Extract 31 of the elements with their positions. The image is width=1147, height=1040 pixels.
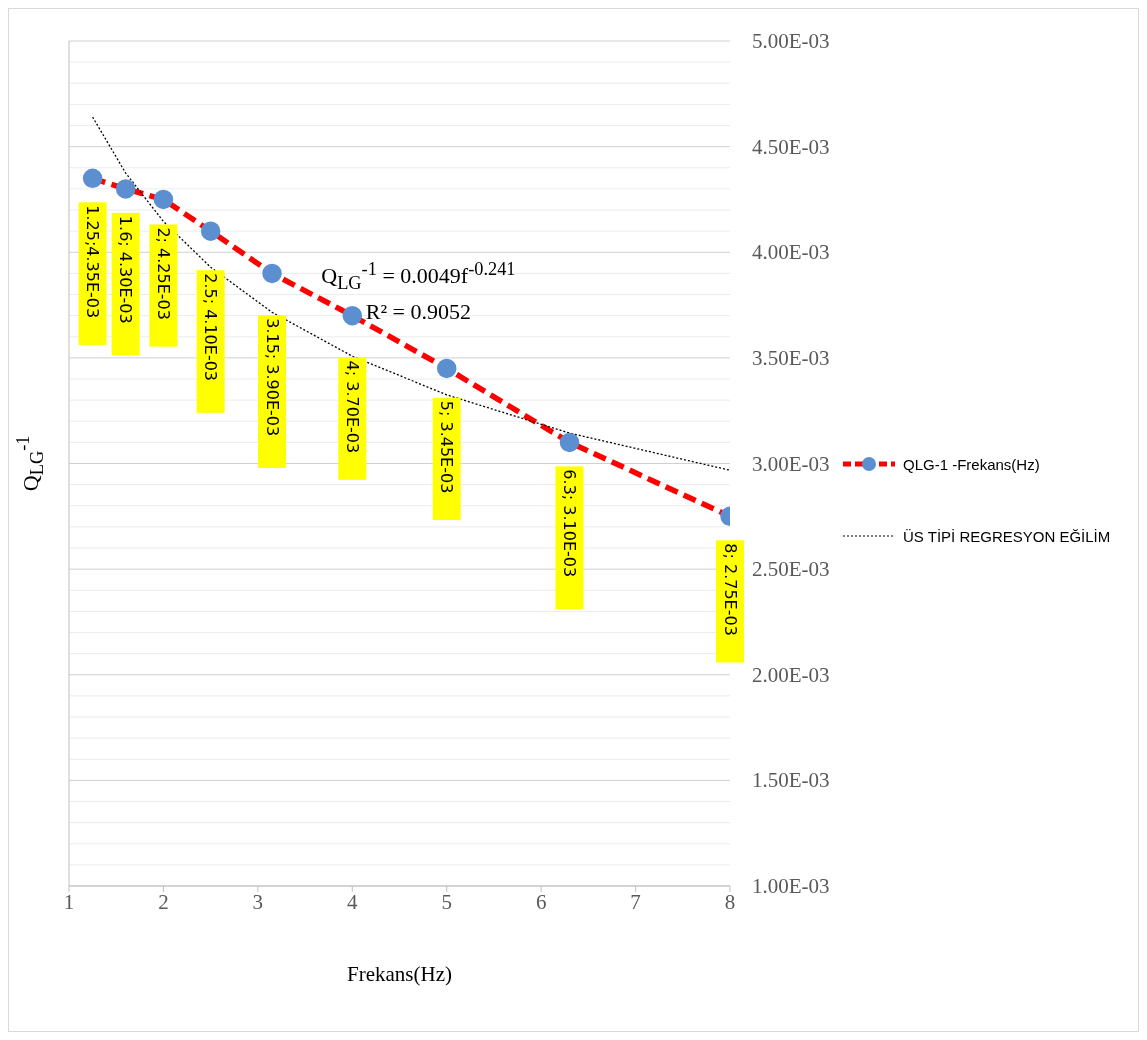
y-tick-label: 2.50E-03 [752,557,830,582]
legend-label: QLG-1 -Frekans(Hz) [903,455,1040,473]
y-tick-label: 2.00E-03 [752,662,830,687]
y-tick-label: 3.00E-03 [752,451,830,476]
annotation: 6.3; 3.10E-03 [559,469,579,578]
annotation: 8; 2.75E-03 [720,543,740,636]
annotation: 1.6; 4.30E-03 [116,215,136,324]
y-tick-label: 4.00E-03 [752,240,830,265]
annotation: 1.25;4.35E-03 [83,205,103,319]
annotation: 2; 4.25E-03 [153,227,173,320]
x-tick-label: 6 [535,889,547,914]
annotation: 4; 3.70E-03 [342,360,362,454]
y-tick-label: 4.50E-03 [752,134,830,159]
x-axis-title: Frekans(Hz) [347,962,452,986]
y-tick-label: 5.00E-03 [752,29,830,53]
x-tick-label: 3 [252,889,264,914]
x-tick-label: 4 [347,889,359,914]
legend-label: ÜS TİPİ REGRESYON EĞİLİM [903,527,1111,545]
x-tick-label: 7 [630,889,641,914]
x-tick-label: 1 [63,889,75,914]
x-tick-label: 2 [158,889,169,914]
annotation: Q$_{LG}$$^{-1}$ = 0.0049f$^{-0.241}$ [320,259,517,294]
annotation: 5; 3.45E-03 [437,400,457,494]
x-tick-label: 8 [724,889,736,914]
annotation: 3.15; 3.90E-03 [262,318,282,437]
annotation: R² = 0.9052 [365,299,471,324]
y-tick-label: 1.50E-03 [752,768,830,793]
x-tick-label: 5 [441,889,452,914]
annotation: 2.5; 4.10E-03 [201,273,221,382]
y-tick-label: 3.50E-03 [752,345,830,370]
y-tick-label: 1.00E-03 [752,874,830,898]
